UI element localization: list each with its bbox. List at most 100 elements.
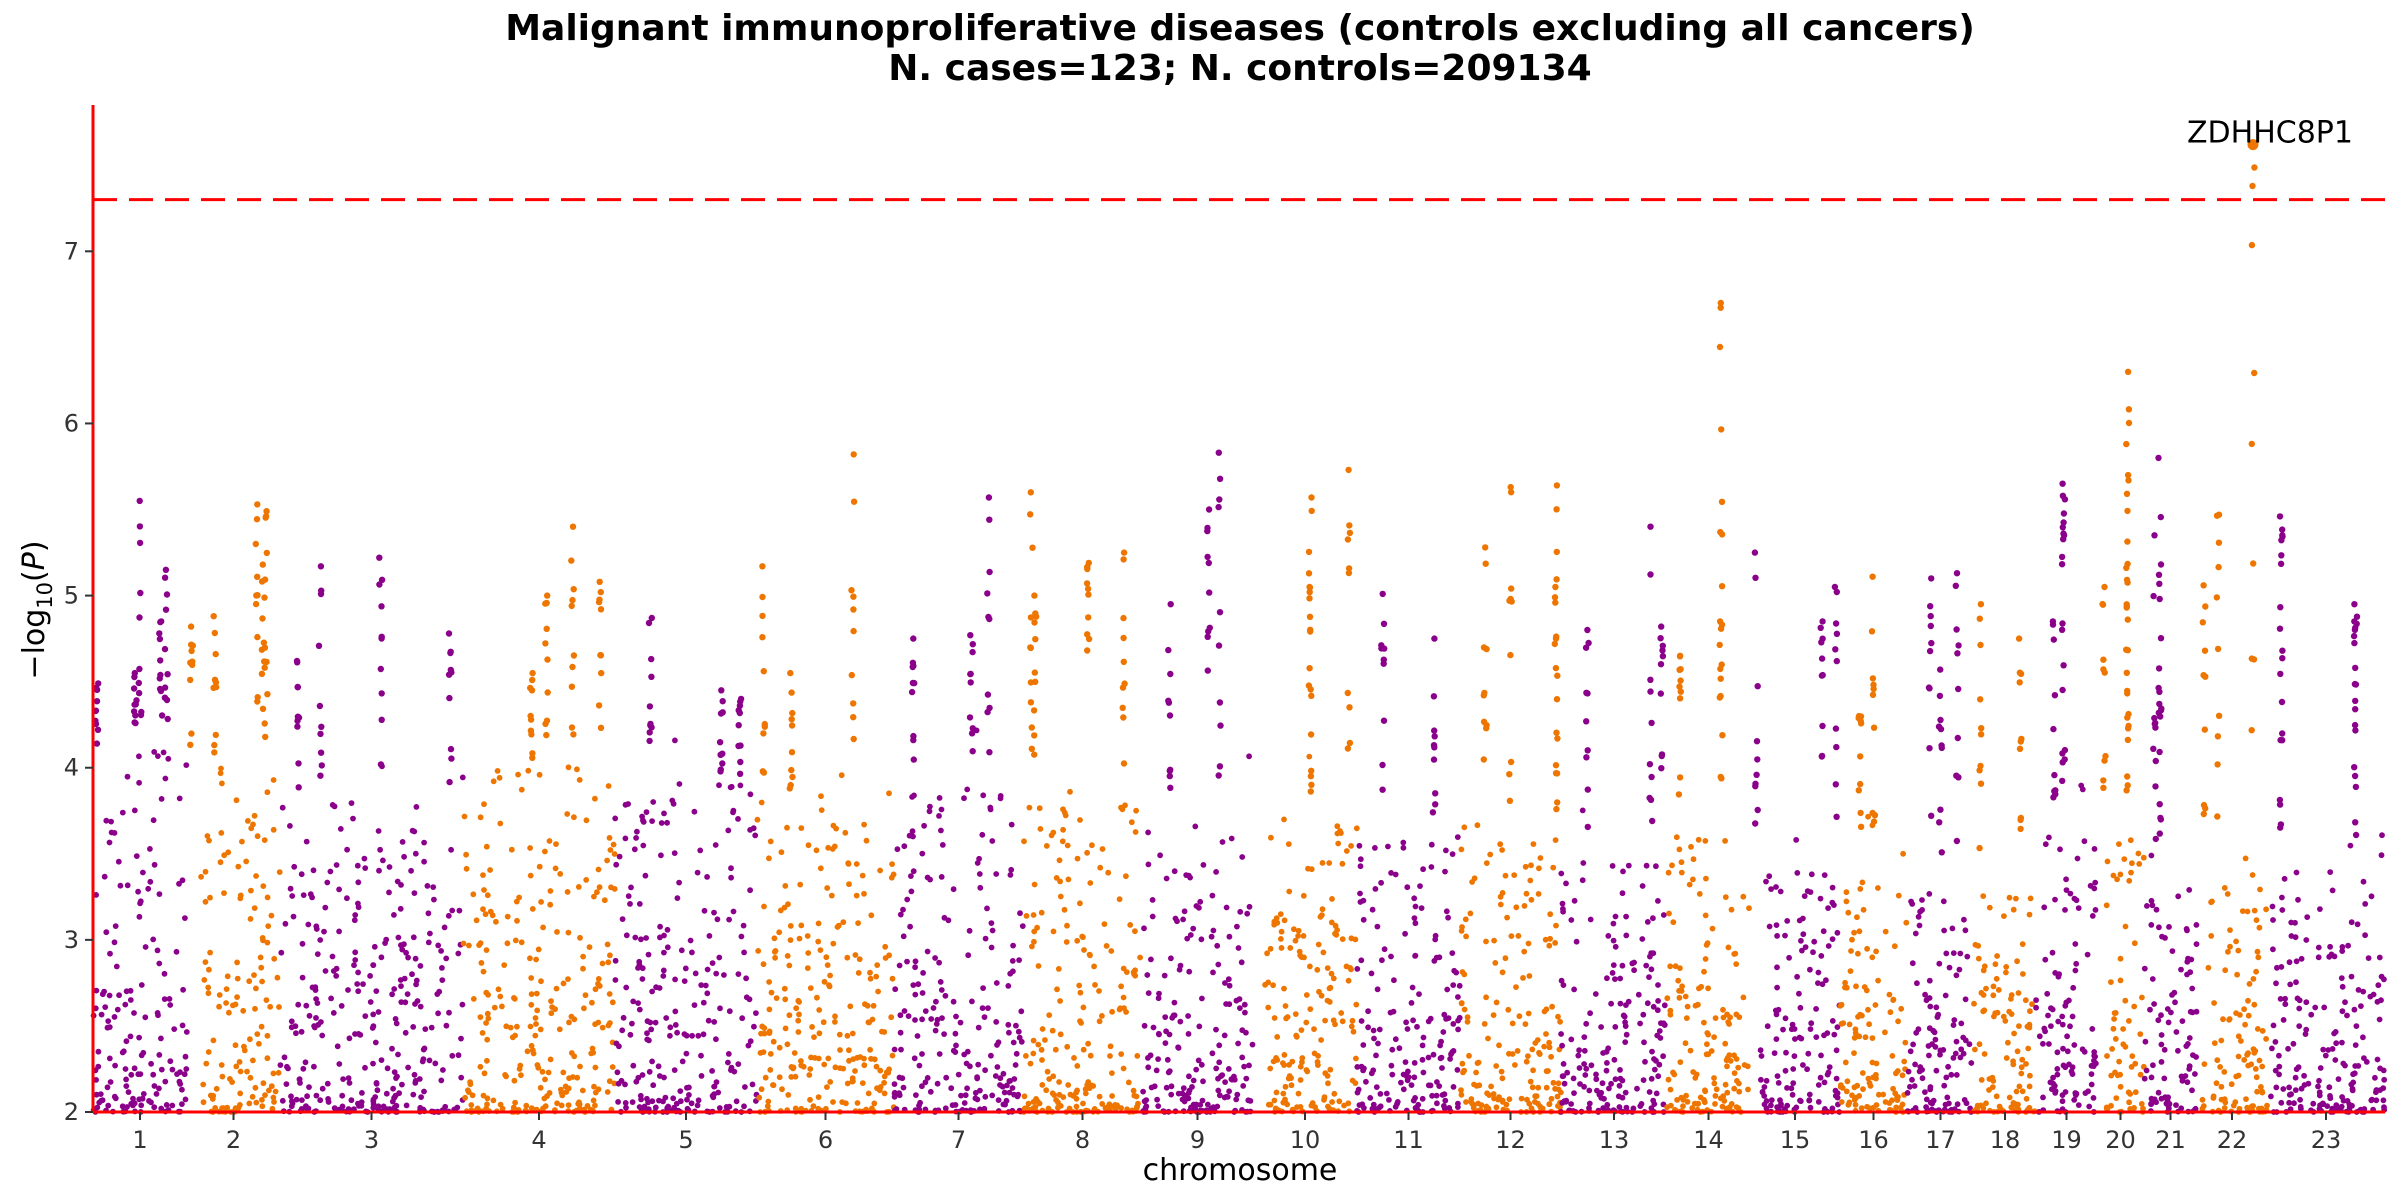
snp-point xyxy=(807,1096,813,1103)
snp-point xyxy=(313,1015,319,1021)
snp-point xyxy=(2317,906,2323,912)
peak-point xyxy=(1717,773,1724,781)
peak-point xyxy=(1646,761,1654,768)
snp-point xyxy=(1057,878,1063,885)
snp-point xyxy=(1903,919,1910,926)
peak-point xyxy=(2124,690,2131,697)
snp-point xyxy=(632,934,639,941)
snp-point xyxy=(1471,875,1478,882)
snp-point xyxy=(205,990,212,997)
snp-point xyxy=(1303,992,1310,998)
peak-point xyxy=(2156,830,2163,837)
snp-point xyxy=(352,912,359,918)
snp-point xyxy=(104,1024,111,1031)
x-tick-label: 2 xyxy=(226,1126,241,1154)
peak-point xyxy=(1657,690,1665,697)
snp-point xyxy=(1844,1078,1851,1085)
snp-point xyxy=(1612,976,1618,982)
snp-point xyxy=(1639,936,1646,942)
snp-point xyxy=(1865,813,1871,820)
peak-point xyxy=(2049,621,2057,628)
snp-point xyxy=(1676,994,1683,1001)
snp-point xyxy=(2112,1010,2119,1016)
snp-point xyxy=(1127,922,1134,928)
peak-point xyxy=(1584,690,1591,697)
snp-point xyxy=(1493,999,1500,1006)
snp-point xyxy=(798,1058,804,1064)
snp-point xyxy=(2316,1077,2322,1084)
peak-point xyxy=(1583,718,1590,725)
snp-point xyxy=(374,1087,381,1094)
snp-point xyxy=(2211,1040,2218,1046)
snp-point xyxy=(844,1032,851,1039)
snp-point xyxy=(2286,1099,2293,1106)
snp-point xyxy=(2074,855,2081,862)
snp-point xyxy=(216,992,223,998)
snp-point xyxy=(278,949,285,956)
peak-point xyxy=(529,669,536,677)
snp-point xyxy=(1546,1039,1552,1046)
snp-point xyxy=(370,1060,376,1067)
snp-point xyxy=(1385,843,1391,850)
snp-point xyxy=(912,991,919,998)
snp-point xyxy=(2329,1046,2336,1052)
snp-point xyxy=(1936,960,1943,967)
snp-point xyxy=(2288,1091,2295,1098)
snp-point xyxy=(1908,898,1914,905)
snp-point xyxy=(1563,880,1569,887)
snp-point xyxy=(258,1023,265,1030)
snp-point xyxy=(1919,1075,1926,1082)
snp-point xyxy=(1826,1064,1833,1070)
snp-point xyxy=(752,832,759,839)
snp-point xyxy=(1808,871,1815,878)
snp-point xyxy=(282,920,289,927)
snp-point xyxy=(713,1036,719,1043)
chromosome-19-points xyxy=(2033,480,2099,1115)
peak-point xyxy=(2250,656,2258,663)
snp-point xyxy=(2192,1071,2198,1077)
peak-point xyxy=(2150,745,2157,752)
snp-point xyxy=(1317,913,1324,920)
peak-point xyxy=(909,679,917,687)
peak-point xyxy=(2100,777,2107,784)
snp-point xyxy=(1196,1023,1203,1030)
snp-point xyxy=(904,896,911,903)
snp-point xyxy=(1586,1105,1592,1111)
snp-point xyxy=(1428,864,1435,870)
peak-point xyxy=(1676,653,1684,660)
snp-point xyxy=(1923,997,1930,1004)
snp-point xyxy=(605,959,612,966)
snp-point xyxy=(646,1068,653,1075)
snp-point xyxy=(340,1076,346,1082)
peak-point xyxy=(1857,809,1864,817)
peak-point xyxy=(211,741,218,749)
snp-point xyxy=(375,1009,382,1015)
snp-point xyxy=(1656,1061,1663,1068)
snp-point xyxy=(258,964,265,971)
snp-point xyxy=(2303,999,2310,1006)
snp-point xyxy=(2293,958,2300,965)
snp-point xyxy=(892,986,899,993)
snp-point xyxy=(1784,1102,1791,1109)
snp-point xyxy=(1278,928,1285,935)
snp-point xyxy=(2225,948,2231,955)
snp-point xyxy=(319,1085,326,1092)
snp-point xyxy=(1954,1101,1961,1108)
peak-point xyxy=(850,735,857,743)
snp-point xyxy=(1553,922,1559,929)
snp-point xyxy=(560,980,567,987)
snp-point xyxy=(1321,1094,1328,1101)
snp-point xyxy=(1330,975,1337,982)
snp-point xyxy=(411,1071,418,1078)
snp-point xyxy=(329,953,336,960)
snp-point xyxy=(330,1010,337,1016)
snp-point xyxy=(2238,1038,2244,1044)
snp-point xyxy=(1372,886,1379,892)
snp-point xyxy=(2116,841,2122,847)
snp-point xyxy=(1582,1072,1589,1078)
snp-point xyxy=(277,1062,284,1068)
snp-point xyxy=(1610,962,1617,968)
peak-point xyxy=(850,606,857,613)
snp-point xyxy=(649,1098,656,1105)
snp-point xyxy=(512,937,519,944)
